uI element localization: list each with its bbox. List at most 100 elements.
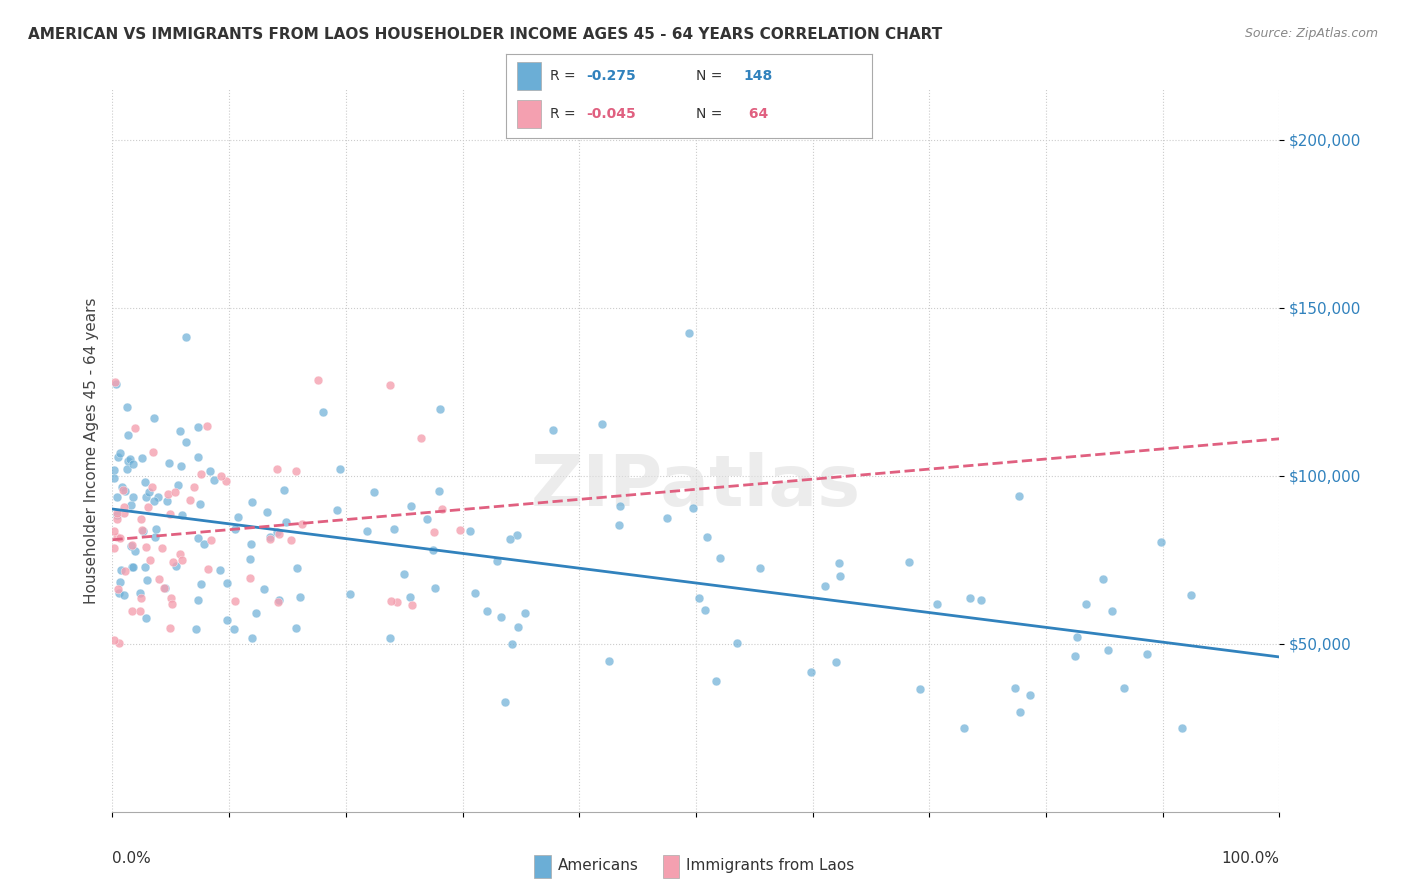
Text: N =: N = [696, 69, 727, 83]
Point [129, 512, 152, 526]
Point [609, 499, 631, 513]
Point [159, 507, 181, 521]
Point [499, 533, 522, 547]
Bar [534, 855, 551, 878]
Point [239, 537, 262, 551]
Point [170, 508, 193, 522]
Point [105, 506, 128, 520]
Point [609, 518, 631, 533]
Point [111, 480, 134, 494]
Point [325, 502, 347, 516]
Point [378, 631, 401, 645]
Point [458, 524, 481, 538]
Point [111, 483, 134, 497]
Point [169, 424, 191, 438]
Point [959, 591, 981, 606]
Point [187, 420, 209, 434]
Point [183, 480, 205, 494]
Point [266, 525, 288, 540]
Point [112, 506, 135, 520]
Point [280, 533, 302, 548]
Text: Immigrants from Laos: Immigrants from Laos [686, 858, 855, 872]
Point [121, 560, 143, 574]
Point [148, 490, 170, 504]
Point [103, 541, 125, 555]
Point [693, 603, 716, 617]
Point [696, 530, 718, 544]
Point [489, 610, 512, 624]
Point [1136, 647, 1159, 661]
Point [678, 326, 700, 341]
Y-axis label: Householder Income Ages 45 - 64 years: Householder Income Ages 45 - 64 years [83, 297, 98, 604]
Point [239, 552, 262, 566]
Point [269, 592, 291, 607]
Point [1063, 648, 1085, 663]
Point [197, 561, 219, 575]
Point [114, 565, 136, 579]
Point [107, 582, 129, 597]
Point [115, 400, 138, 414]
Text: 64: 64 [744, 107, 768, 120]
Point [800, 665, 823, 680]
Point [162, 597, 184, 611]
Point [131, 523, 153, 537]
Point [157, 487, 180, 501]
Point [176, 435, 198, 450]
Point [112, 500, 135, 514]
Point [312, 405, 335, 419]
Point [170, 459, 193, 474]
Point [187, 593, 209, 607]
Point [122, 457, 145, 471]
Point [427, 484, 450, 499]
Point [141, 480, 163, 494]
Point [266, 462, 288, 476]
Point [422, 542, 444, 557]
Point [464, 586, 486, 600]
Point [363, 484, 385, 499]
Point [190, 467, 212, 482]
Text: Source: ZipAtlas.com: Source: ZipAtlas.com [1244, 27, 1378, 40]
Point [107, 586, 129, 600]
Point [104, 377, 127, 392]
Point [224, 594, 246, 608]
Point [179, 493, 201, 508]
Text: 148: 148 [744, 69, 773, 83]
Point [541, 423, 564, 437]
Point [105, 491, 128, 505]
Point [1008, 706, 1031, 720]
Point [240, 631, 263, 645]
Point [117, 427, 139, 442]
Point [425, 582, 447, 596]
Point [159, 621, 181, 635]
Point [190, 576, 212, 591]
Point [143, 530, 166, 544]
Point [1091, 572, 1114, 586]
Point [135, 611, 157, 625]
Point [139, 553, 162, 567]
Point [209, 468, 232, 483]
Point [167, 477, 190, 491]
Point [124, 421, 146, 435]
Point [953, 721, 976, 735]
Point [291, 516, 314, 531]
Point [103, 633, 125, 648]
Point [285, 463, 308, 477]
Point [515, 606, 537, 620]
Text: -0.275: -0.275 [586, 69, 637, 83]
Point [209, 564, 232, 578]
Text: Americans: Americans [558, 858, 638, 872]
Point [725, 636, 748, 650]
Point [1170, 721, 1192, 735]
Point [432, 501, 454, 516]
Point [399, 590, 422, 604]
Text: ZIPatlas: ZIPatlas [531, 452, 860, 521]
Text: R =: R = [550, 107, 581, 120]
Point [135, 491, 157, 505]
Point [239, 571, 262, 585]
Point [112, 588, 135, 602]
Point [240, 494, 263, 508]
Point [655, 511, 678, 525]
Text: N =: N = [696, 107, 727, 120]
Point [142, 493, 165, 508]
Point [121, 560, 143, 574]
